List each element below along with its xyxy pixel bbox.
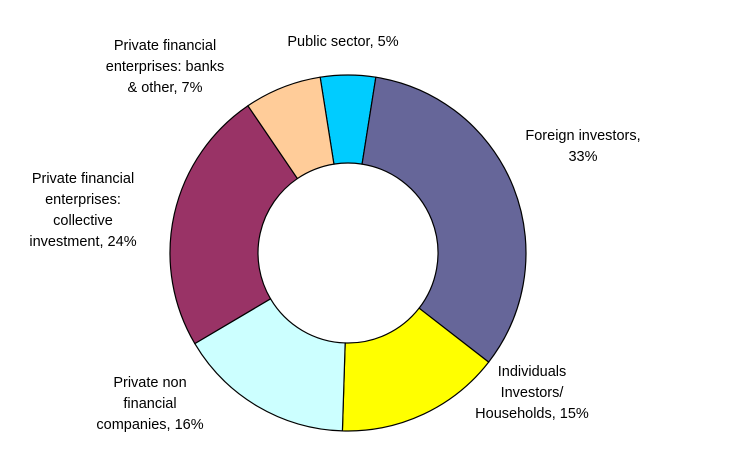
label-line: Private non bbox=[113, 375, 187, 391]
label-line: enterprises: banks bbox=[105, 59, 225, 75]
slice-foreign-investors bbox=[361, 76, 527, 363]
label-line: Investors/ bbox=[500, 385, 564, 401]
label-non-financial: Private non financial companies, 16% bbox=[70, 373, 230, 436]
label-line: Foreign investors, bbox=[525, 128, 641, 144]
slice-households bbox=[341, 307, 490, 432]
label-line: & other, 7% bbox=[127, 80, 203, 96]
slice-banks-other bbox=[247, 76, 335, 180]
label-public-sector: Public sector, 5% bbox=[258, 32, 428, 53]
label-banks-other: Private financial enterprises: banks & o… bbox=[85, 36, 245, 99]
label-line: companies, 16% bbox=[96, 417, 204, 433]
label-line: collective bbox=[53, 213, 113, 229]
label-line: Private financial bbox=[113, 38, 217, 54]
label-households: Individuals Investors/ Households, 15% bbox=[452, 362, 612, 425]
slice-non-financial bbox=[193, 297, 346, 432]
label-line: enterprises: bbox=[45, 192, 121, 208]
label-line: financial bbox=[123, 396, 177, 412]
label-collective-investment: Private financial enterprises: collectiv… bbox=[4, 169, 162, 253]
slice-collective-investment bbox=[169, 104, 299, 345]
label-line: Households, 15% bbox=[475, 406, 589, 422]
label-line: Private financial bbox=[31, 171, 135, 187]
label-line: Individuals bbox=[497, 364, 567, 380]
label-foreign-investors: Foreign investors, 33% bbox=[503, 126, 663, 168]
label-line: investment, 24% bbox=[29, 234, 137, 250]
label-line: Public sector, 5% bbox=[287, 34, 399, 50]
label-line: 33% bbox=[568, 149, 598, 165]
